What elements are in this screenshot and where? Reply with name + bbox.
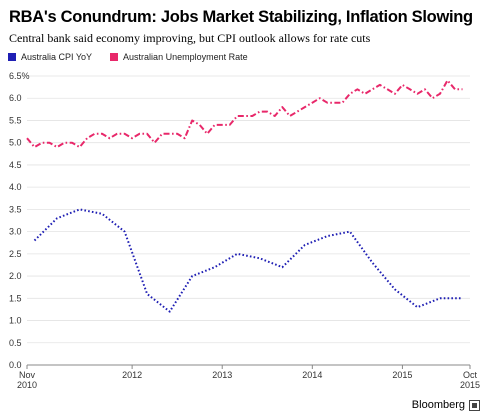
legend-item-cpi: Australia CPI YoY	[8, 52, 92, 62]
y-tick-label: 4.0	[9, 182, 22, 192]
legend-label-unemployment: Australian Unemployment Rate	[123, 52, 248, 62]
y-tick-label: 6.5%	[9, 71, 30, 81]
x-tick-sublabel: 2015	[460, 380, 480, 390]
y-tick-label: 1.0	[9, 316, 22, 326]
legend-item-unemployment: Australian Unemployment Rate	[110, 52, 248, 62]
y-tick-label: 6.0	[9, 93, 22, 103]
y-tick-label: 0.0	[9, 360, 22, 370]
legend-swatch-cpi	[8, 53, 16, 61]
bloomberg-logo: Bloomberg	[412, 399, 480, 411]
y-tick-label: 3.0	[9, 227, 22, 237]
chart-subtitle: Central bank said economy improving, but…	[9, 31, 371, 45]
legend-swatch-unemployment	[110, 53, 119, 61]
x-tick-sublabel: 2010	[17, 380, 37, 390]
y-tick-label: 1.5	[9, 293, 22, 303]
brand-name: Bloomberg	[411, 399, 465, 411]
y-tick-label: 2.5	[9, 249, 22, 259]
cpi-series-line	[33, 208, 463, 313]
y-tick-label: 2.0	[9, 271, 22, 281]
x-tick-label: Oct	[463, 370, 478, 380]
unemployment-series-line	[26, 79, 463, 149]
chart-legend: Australia CPI YoY Australian Unemploymen…	[8, 52, 266, 62]
legend-label-cpi: Australia CPI YoY	[21, 52, 93, 62]
x-tick-label: 2012	[122, 370, 142, 380]
y-tick-label: 5.0	[9, 138, 22, 148]
x-tick-label: 2013	[212, 370, 232, 380]
y-tick-label: 5.5	[9, 115, 22, 125]
y-tick-label: 0.5	[9, 338, 22, 348]
bloomberg-box-icon	[469, 399, 480, 411]
y-tick-label: 3.5	[9, 204, 22, 214]
chart-title: RBA's Conundrum: Jobs Market Stabilizing…	[9, 8, 473, 26]
x-tick-label: Nov	[19, 370, 36, 380]
y-tick-label: 4.5	[9, 160, 22, 170]
x-tick-label: 2015	[392, 370, 412, 380]
x-tick-label: 2014	[302, 370, 322, 380]
